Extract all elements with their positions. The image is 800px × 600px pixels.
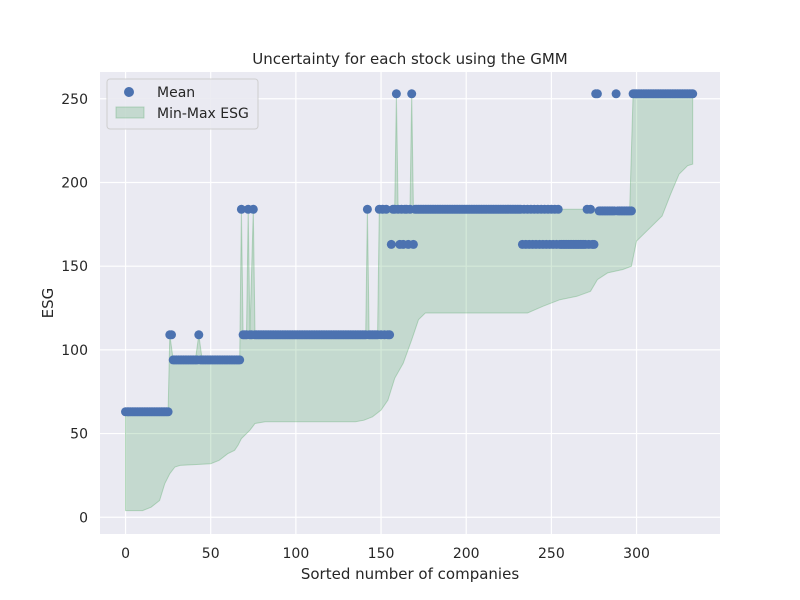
mean-point (553, 204, 563, 214)
x-tick-label: 50 (202, 546, 220, 562)
mean-point (592, 89, 602, 99)
mean-point (381, 204, 391, 214)
mean-point (391, 89, 401, 99)
y-tick-label: 150 (61, 259, 88, 275)
x-tick-label: 300 (623, 546, 650, 562)
mean-point (235, 355, 245, 365)
legend-box (106, 78, 259, 130)
mean-point (236, 204, 246, 214)
mean-point (408, 239, 418, 249)
y-tick-label: 0 (79, 510, 88, 526)
mean-point (407, 89, 417, 99)
plot-background (100, 72, 720, 534)
legend: Mean Min-Max ESG (106, 78, 259, 130)
x-tick-label: 250 (538, 546, 565, 562)
x-tick-label: 150 (368, 546, 395, 562)
grid-lines (100, 72, 720, 534)
mean-point (386, 239, 396, 249)
mean-point (385, 330, 395, 340)
chart-title: Uncertainty for each stock using the GMM (252, 50, 568, 68)
legend-band-patch (115, 106, 145, 119)
mean-points (121, 89, 698, 417)
y-tick-label: 250 (61, 92, 88, 108)
mean-point (362, 204, 372, 214)
min-max-band (125, 93, 694, 512)
mean-point (611, 89, 621, 99)
legend-mean-marker (124, 87, 134, 97)
x-axis-label: Sorted number of companies (301, 565, 519, 583)
y-tick-label: 200 (61, 175, 88, 191)
mean-point (194, 330, 204, 340)
y-tick-label: 100 (61, 343, 88, 359)
x-tick-label: 100 (283, 546, 310, 562)
legend-mean-label: Mean (157, 85, 195, 101)
legend-band-label: Min-Max ESG (157, 106, 249, 122)
mean-point (248, 204, 258, 214)
y-axis-ticks: 0 50 100 150 200 250 (61, 92, 88, 526)
x-axis-ticks: 0 50 100 150 200 250 300 (121, 546, 650, 562)
x-tick-label: 0 (121, 546, 130, 562)
mean-point (163, 407, 173, 417)
mean-point (688, 89, 698, 99)
y-tick-label: 50 (70, 427, 88, 443)
mean-point (626, 206, 636, 216)
x-tick-label: 200 (453, 546, 480, 562)
mean-point (167, 330, 176, 340)
mean-point (589, 239, 599, 249)
mean-point (586, 204, 595, 214)
y-axis-label: ESG (39, 288, 57, 319)
